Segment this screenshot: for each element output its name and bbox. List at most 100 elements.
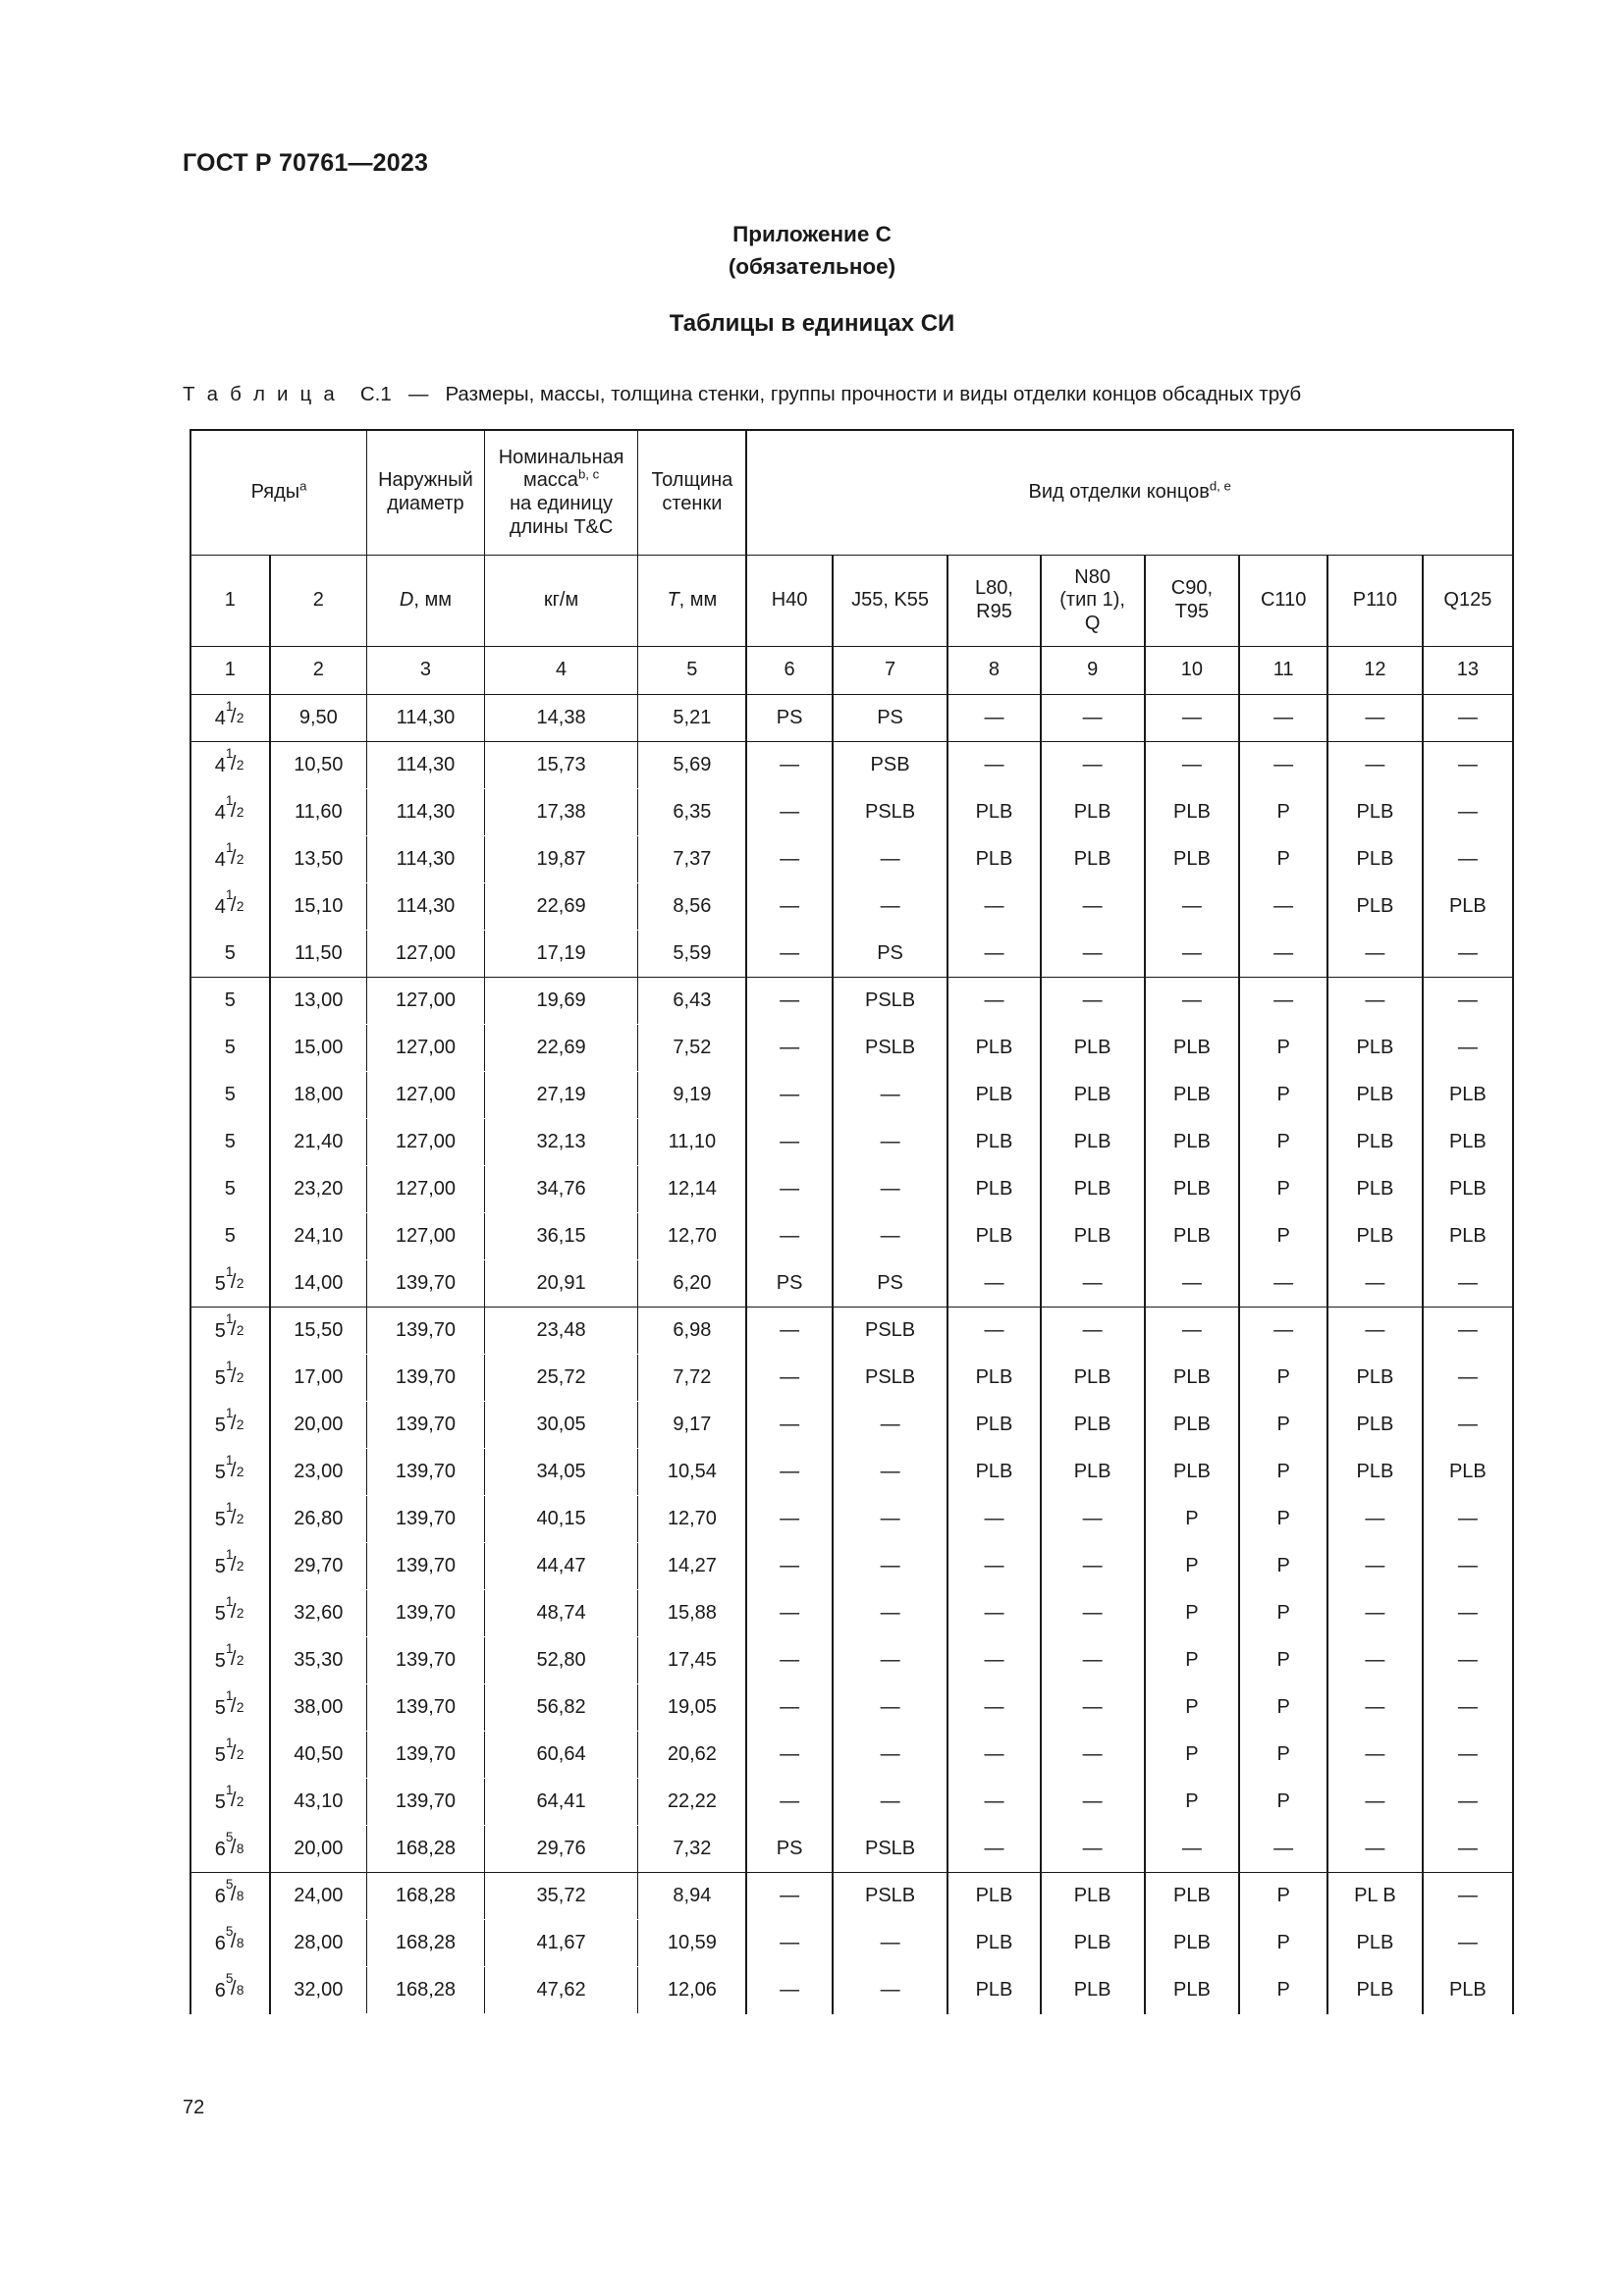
table-row: 5 1/2 20,00 139,70 30,05 9,17— — PLB PLB PLB P PLB — (189, 1401, 1515, 1449)
fraction-glyph: 1/2 (225, 1310, 244, 1340)
cell-finish-h40: — (745, 977, 834, 1025)
cell-nominal-mass: 44,47 (483, 1542, 639, 1590)
cell-finish-l80-r95: PLB (947, 1165, 1042, 1213)
table-row: 5 1/2 38,00 139,70 56,82 19,05— — — — P P — — (189, 1683, 1515, 1732)
table-subheader-row: 1 2 D, мм кг/м T, мм H40 J55, K55 L80, R95 N80 (ти… (189, 555, 1515, 647)
cell-finish-h40: PS (745, 1259, 834, 1308)
cell-finish-c90-t95: PLB (1143, 1354, 1240, 1402)
cell-finish-c90-t95: PLB (1143, 835, 1240, 883)
cell-finish-p110: PLB (1326, 1966, 1424, 2014)
cell-ryad-1: 5 (189, 1165, 271, 1213)
fraction-glyph: 1/2 (225, 1735, 244, 1764)
cell-finish-h40: — (745, 1731, 834, 1779)
fraction-glyph: 5/8 (225, 1970, 244, 2000)
cell-finish-n80-q: — (1039, 1259, 1146, 1308)
cell-finish-q125: PLB (1421, 1118, 1515, 1166)
cell-finish-q125: — (1421, 788, 1515, 836)
footnote-ref-bc: b, c (577, 466, 600, 482)
cell-wall-thickness: 9,17 (637, 1401, 747, 1449)
cell-finish-c90-t95: P (1143, 1636, 1240, 1684)
cell-ryad-2: 15,10 (268, 882, 368, 931)
table-row: 5 18,00 127,00 27,19 9,19— — PLB PLB PLB P PLB PLB (189, 1071, 1515, 1119)
cell-finish-j55-k55: — (831, 1731, 948, 1779)
table-row: 5 1/2 17,00 139,70 25,72 7,72— PSLB PLB PLB PLB P P… (189, 1354, 1515, 1402)
fraction-glyph: 1/2 (225, 1499, 244, 1528)
fraction-glyph: 1/2 (225, 1782, 244, 1811)
cell-outer-diameter: 168,28 (366, 1919, 485, 1967)
cell-nominal-mass: 52,80 (483, 1636, 639, 1684)
cell-finish-q125: — (1421, 1872, 1515, 1920)
cell-nominal-mass: 34,76 (483, 1165, 639, 1213)
column-number-4: 4 (483, 646, 639, 695)
cell-finish-h40: — (745, 741, 834, 789)
cell-finish-c90-t95: P (1143, 1778, 1240, 1826)
cell-finish-q125: PLB (1421, 1071, 1515, 1119)
fraction-glyph: 1/2 (225, 1687, 244, 1717)
cell-finish-c90-t95: P (1143, 1542, 1240, 1590)
cell-finish-n80-q: — (1039, 1542, 1146, 1590)
cell-nominal-mass: 56,82 (483, 1683, 639, 1732)
column-number-9: 9 (1039, 646, 1146, 695)
cell-wall-thickness: 15,88 (637, 1589, 747, 1637)
table-row: 5 24,10 127,00 36,15 12,70— — PLB PLB PLB P PLB PLB (189, 1212, 1515, 1260)
cell-ryad-2: 38,00 (268, 1683, 368, 1732)
cell-ryad-2: 18,00 (268, 1071, 368, 1119)
fraction-glyph: 1/2 (225, 1405, 244, 1434)
cell-ryad-1: 5 1/2 (189, 1259, 271, 1308)
cell-finish-l80-r95: — (947, 977, 1042, 1025)
cell-finish-j55-k55: — (831, 882, 948, 931)
cell-finish-p110: PLB (1326, 1354, 1424, 1402)
cell-finish-p110: PLB (1326, 1919, 1424, 1967)
cell-finish-q125: — (1421, 835, 1515, 883)
page-number: 72 (183, 2097, 205, 2118)
cell-finish-n80-q: — (1039, 1636, 1146, 1684)
subheader-grade-q125: Q125 (1421, 555, 1515, 647)
cell-finish-n80-q: — (1039, 1307, 1146, 1355)
cell-finish-c110: P (1238, 835, 1328, 883)
table-row: 4 1/2 11,60 114,30 17,38 6,35— PSLB PLB PLB PLB P P… (189, 788, 1515, 836)
cell-finish-p110: — (1326, 1778, 1424, 1826)
cell-nominal-mass: 23,48 (483, 1307, 639, 1355)
cell-outer-diameter: 168,28 (366, 1966, 485, 2014)
cell-finish-n80-q: PLB (1039, 1919, 1146, 1967)
cell-finish-h40: — (745, 1354, 834, 1402)
cell-finish-c110: P (1238, 1731, 1328, 1779)
column-number-13: 13 (1421, 646, 1515, 695)
cell-finish-l80-r95: PLB (947, 1872, 1042, 1920)
cell-finish-h40: — (745, 1024, 834, 1072)
cell-finish-c110: P (1238, 1542, 1328, 1590)
cell-finish-j55-k55: — (831, 1778, 948, 1826)
cell-wall-thickness: 14,27 (637, 1542, 747, 1590)
cell-finish-j55-k55: — (831, 1165, 948, 1213)
cell-finish-c90-t95: PLB (1143, 1118, 1240, 1166)
column-number-12: 12 (1326, 646, 1424, 695)
cell-ryad-1: 5 (189, 1118, 271, 1166)
table-row: 5 23,20 127,00 34,76 12,14— — PLB PLB PLB P PLB PLB (189, 1165, 1515, 1213)
cell-outer-diameter: 114,30 (366, 882, 485, 931)
table-row: 5 1/2 15,50 139,70 23,48 6,98— PSLB — — — — — — (189, 1307, 1515, 1355)
cell-finish-l80-r95: — (947, 882, 1042, 931)
column-number-1: 1 (189, 646, 271, 695)
footnote-ref-de: d, e (1209, 478, 1231, 494)
cell-finish-p110: — (1326, 1731, 1424, 1779)
subheader-diameter-unit: D, мм (366, 555, 485, 647)
fraction-glyph: 1/2 (225, 1640, 244, 1670)
cell-finish-c90-t95: PLB (1143, 1024, 1240, 1072)
column-number-2: 2 (268, 646, 368, 695)
cell-finish-c110: P (1238, 1636, 1328, 1684)
cell-outer-diameter: 127,00 (366, 1071, 485, 1119)
cell-finish-c110: P (1238, 1448, 1328, 1496)
cell-finish-n80-q: — (1039, 1825, 1146, 1873)
cell-nominal-mass: 14,38 (483, 694, 639, 742)
fraction-glyph: 1/2 (225, 698, 244, 727)
fraction-glyph: 5/8 (225, 1923, 244, 1952)
cell-ryad-1: 5 (189, 1071, 271, 1119)
subheader-mass-unit: кг/м (483, 555, 639, 647)
footnote-ref-a: a (299, 478, 307, 494)
cell-finish-j55-k55: — (831, 1401, 948, 1449)
cell-finish-h40: PS (745, 694, 834, 742)
cell-nominal-mass: 19,69 (483, 977, 639, 1025)
cell-nominal-mass: 48,74 (483, 1589, 639, 1637)
subheader-ryad-1: 1 (189, 555, 271, 647)
